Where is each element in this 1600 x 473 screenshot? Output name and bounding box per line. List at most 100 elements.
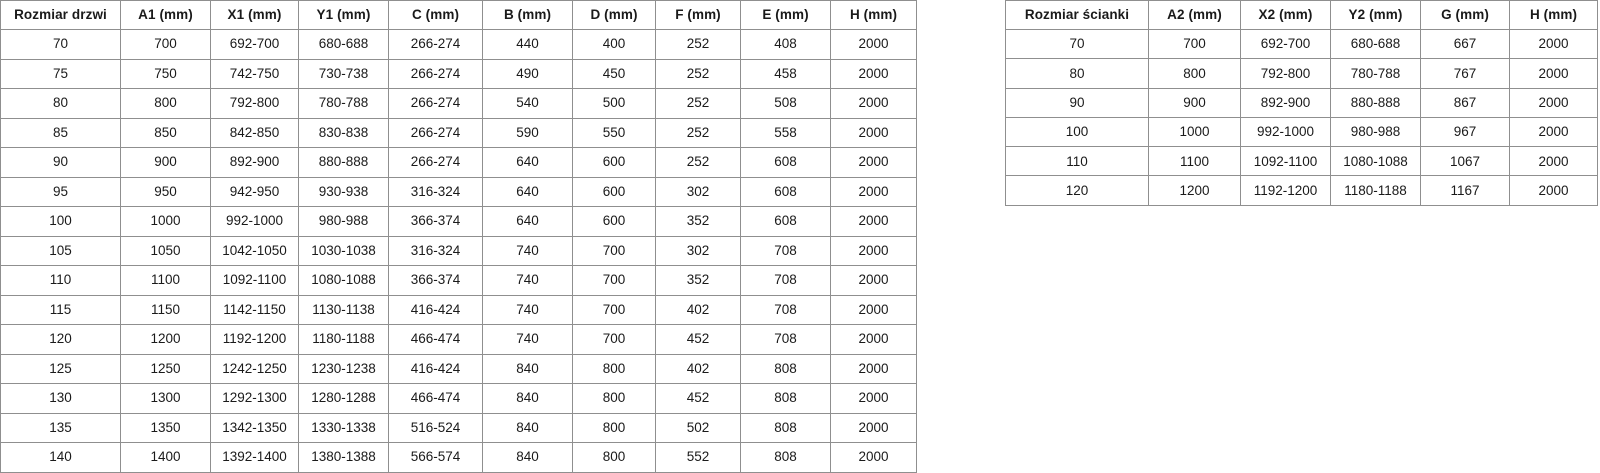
table-cell: 552 [655,442,741,473]
column-header-d: D (mm) [572,0,656,30]
table-cell: 740 [482,235,573,266]
table-cell: 466-474 [388,383,483,414]
table-cell: 408 [740,29,831,60]
table-cell: 252 [655,58,741,89]
table-cell: 252 [655,88,741,119]
table-row: 70 700 692-700 680-688 667 2000 [1005,28,1598,60]
table-cell: 1330-1338 [298,412,389,443]
table-cell: 416-424 [388,353,483,384]
table-cell: 800 [572,412,656,443]
table-cell: 700 [1148,28,1241,60]
table-row: 75 750 742-750 730-738 266-274 490 450 252 458 20… [0,58,917,89]
table-row: 80 800 792-800 780-788 266-274 540 500 252 508 20… [0,88,917,119]
table-cell: 1342-1350 [210,412,299,443]
table-row: 110 1100 1092-1100 1080-1088 1067 2000 [1005,146,1598,177]
table-cell: 708 [740,294,831,325]
table-cell: 840 [482,383,573,414]
table-cell: 316-324 [388,235,483,266]
table-cell: 780-788 [298,88,389,119]
column-header-y1: Y1 (mm) [298,0,389,30]
table-cell: 800 [120,88,211,119]
table-cell: 900 [1148,87,1241,118]
table-cell: 352 [655,265,741,296]
table-cell: 880-888 [1330,87,1421,118]
table-cell: 1167 [1420,175,1510,206]
table-cell: 680-688 [298,29,389,60]
table-cell: 125 [0,353,121,384]
table-cell: 452 [655,383,741,414]
table-row: 80 800 792-800 780-788 767 2000 [1005,58,1598,89]
wall-table-header: Rozmiar ścianki A2 (mm) X2 (mm) Y2 (mm) … [1005,0,1598,30]
table-cell: 2000 [830,176,917,207]
table-cell: 1180-1188 [298,324,389,355]
table-cell: 1130-1138 [298,294,389,325]
column-header-a1: A1 (mm) [120,0,211,30]
table-cell: 400 [572,29,656,60]
table-cell: 900 [120,147,211,178]
table-cell: 1080-1088 [1330,146,1421,177]
table-cell: 508 [740,88,831,119]
doors-table-body: 70 700 692-700 680-688 266-274 440 400 252 408 20… [0,29,917,473]
column-header-g: G (mm) [1420,0,1510,30]
table-cell: 1000 [120,206,211,237]
table-cell: 1092-1100 [210,265,299,296]
table-cell: 1400 [120,442,211,473]
column-header-c: C (mm) [388,0,483,30]
table-cell: 252 [655,117,741,148]
table-cell: 558 [740,117,831,148]
table-cell: 930-938 [298,176,389,207]
table-cell: 1250 [120,353,211,384]
table-cell: 692-700 [1240,28,1331,60]
table-cell: 402 [655,353,741,384]
table-row: 130 1300 1292-1300 1280-1288 466-474 840 800 45… [0,383,917,414]
table-cell: 100 [0,206,121,237]
table-cell: 792-800 [1240,58,1331,89]
table-cell: 266-274 [388,147,483,178]
table-cell: 892-900 [1240,87,1331,118]
table-cell: 840 [482,353,573,384]
table-cell: 2000 [830,353,917,384]
table-cell: 2000 [830,29,917,60]
table-cell: 502 [655,412,741,443]
table-cell: 980-988 [298,206,389,237]
table-cell: 266-274 [388,29,483,60]
column-header-y2: Y2 (mm) [1330,0,1421,30]
table-cell: 992-1000 [210,206,299,237]
table-cell: 352 [655,206,741,237]
table-cell: 2000 [830,206,917,237]
table-cell: 680-688 [1330,28,1421,60]
table-cell: 967 [1420,116,1510,148]
doors-size-table: Rozmiar drzwi A1 (mm) X1 (mm) Y1 (mm) C … [0,0,917,473]
table-row: 100 1000 992-1000 980-988 967 2000 [1005,116,1598,148]
table-cell: 1100 [1148,146,1241,177]
table-row: 140 1400 1392-1400 1380-1388 566-574 840 800 55… [0,442,917,473]
table-cell: 105 [0,235,121,266]
table-cell: 980-988 [1330,116,1421,148]
table-cell: 600 [572,176,656,207]
table-cell: 1142-1150 [210,294,299,325]
table-cell: 266-274 [388,88,483,119]
table-cell: 316-324 [388,176,483,207]
table-cell: 808 [740,353,831,384]
table-cell: 742-750 [210,58,299,89]
table-cell: 550 [572,117,656,148]
table-cell: 780-788 [1330,58,1421,89]
table-cell: 842-850 [210,117,299,148]
column-header-a2: A2 (mm) [1148,0,1241,30]
table-cell: 440 [482,29,573,60]
table-cell: 490 [482,58,573,89]
table-cell: 252 [655,147,741,178]
column-header-h: H (mm) [830,0,917,30]
table-cell: 1150 [120,294,211,325]
table-cell: 2000 [1509,116,1598,148]
table-cell: 708 [740,324,831,355]
column-header-f: F (mm) [655,0,741,30]
table-row: 105 1050 1042-1050 1030-1038 316-324 740 700 30… [0,235,917,266]
table-cell: 590 [482,117,573,148]
table-row: 110 1100 1092-1100 1080-1088 366-374 740 700 35… [0,265,917,296]
table-cell: 867 [1420,87,1510,118]
table-cell: 850 [120,117,211,148]
table-cell: 1300 [120,383,211,414]
table-cell: 830-838 [298,117,389,148]
table-header-row: Rozmiar drzwi A1 (mm) X1 (mm) Y1 (mm) C … [0,0,917,30]
